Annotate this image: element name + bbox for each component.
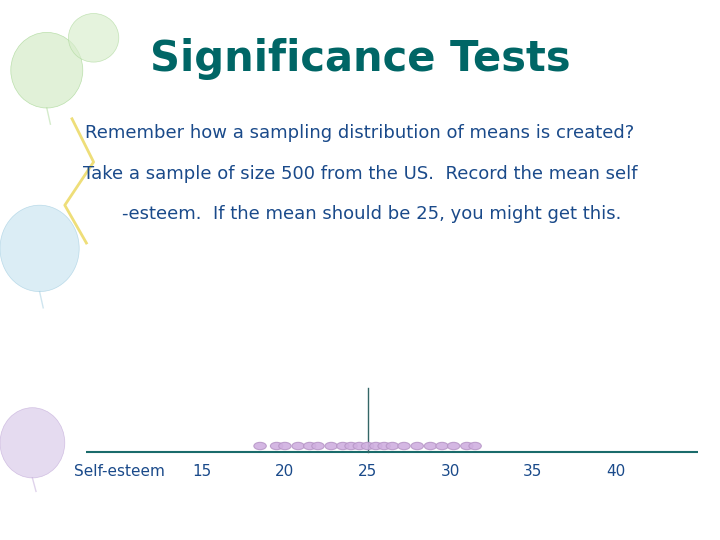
Ellipse shape <box>369 442 382 450</box>
Text: Remember how a sampling distribution of means is created?: Remember how a sampling distribution of … <box>86 124 634 142</box>
Ellipse shape <box>353 442 366 450</box>
Ellipse shape <box>312 442 324 450</box>
Ellipse shape <box>292 442 305 450</box>
Text: 15: 15 <box>192 463 212 478</box>
Ellipse shape <box>469 442 481 450</box>
Ellipse shape <box>325 442 338 450</box>
Ellipse shape <box>11 32 83 108</box>
Ellipse shape <box>0 408 65 478</box>
Ellipse shape <box>304 442 316 450</box>
Text: Self-esteem: Self-esteem <box>74 463 165 478</box>
Text: 20: 20 <box>275 463 294 478</box>
Ellipse shape <box>361 442 374 450</box>
Ellipse shape <box>436 442 449 450</box>
Text: 35: 35 <box>523 463 543 478</box>
Ellipse shape <box>378 442 390 450</box>
Text: 30: 30 <box>441 463 460 478</box>
Text: 25: 25 <box>358 463 377 478</box>
Ellipse shape <box>336 442 349 450</box>
Ellipse shape <box>461 442 473 450</box>
Text: Significance Tests: Significance Tests <box>150 38 570 80</box>
Ellipse shape <box>279 442 291 450</box>
Ellipse shape <box>345 442 357 450</box>
Ellipse shape <box>271 442 283 450</box>
Ellipse shape <box>68 14 119 62</box>
Ellipse shape <box>397 442 410 450</box>
Ellipse shape <box>424 442 436 450</box>
Text: 40: 40 <box>606 463 626 478</box>
Ellipse shape <box>447 442 460 450</box>
Ellipse shape <box>386 442 399 450</box>
Ellipse shape <box>0 205 79 292</box>
Text: Take a sample of size 500 from the US.  Record the mean self: Take a sample of size 500 from the US. R… <box>83 165 637 183</box>
Text: -esteem.  If the mean should be 25, you might get this.: -esteem. If the mean should be 25, you m… <box>99 205 621 223</box>
Ellipse shape <box>411 442 423 450</box>
Ellipse shape <box>254 442 266 450</box>
